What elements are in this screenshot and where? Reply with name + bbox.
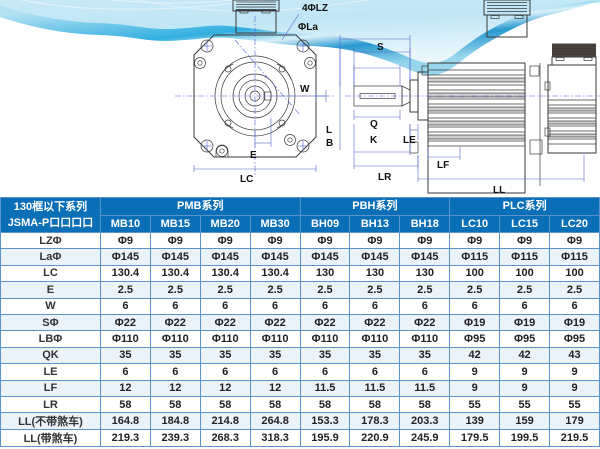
svg-text:W: W	[300, 84, 310, 95]
svg-text:B: B	[326, 138, 333, 149]
svg-text:LR: LR	[378, 172, 392, 183]
svg-text:ΦLa: ΦLa	[298, 22, 318, 33]
svg-text:LF: LF	[437, 160, 449, 171]
svg-text:LE: LE	[403, 135, 416, 146]
svg-text:LC: LC	[240, 174, 253, 185]
svg-text:LL: LL	[493, 185, 505, 196]
svg-text:4ΦLZ: 4ΦLZ	[302, 3, 328, 14]
svg-text:Q: Q	[370, 119, 378, 130]
svg-text:L: L	[326, 125, 332, 136]
svg-text:S: S	[377, 42, 384, 53]
svg-text:K: K	[370, 135, 378, 146]
svg-text:E: E	[250, 150, 257, 161]
